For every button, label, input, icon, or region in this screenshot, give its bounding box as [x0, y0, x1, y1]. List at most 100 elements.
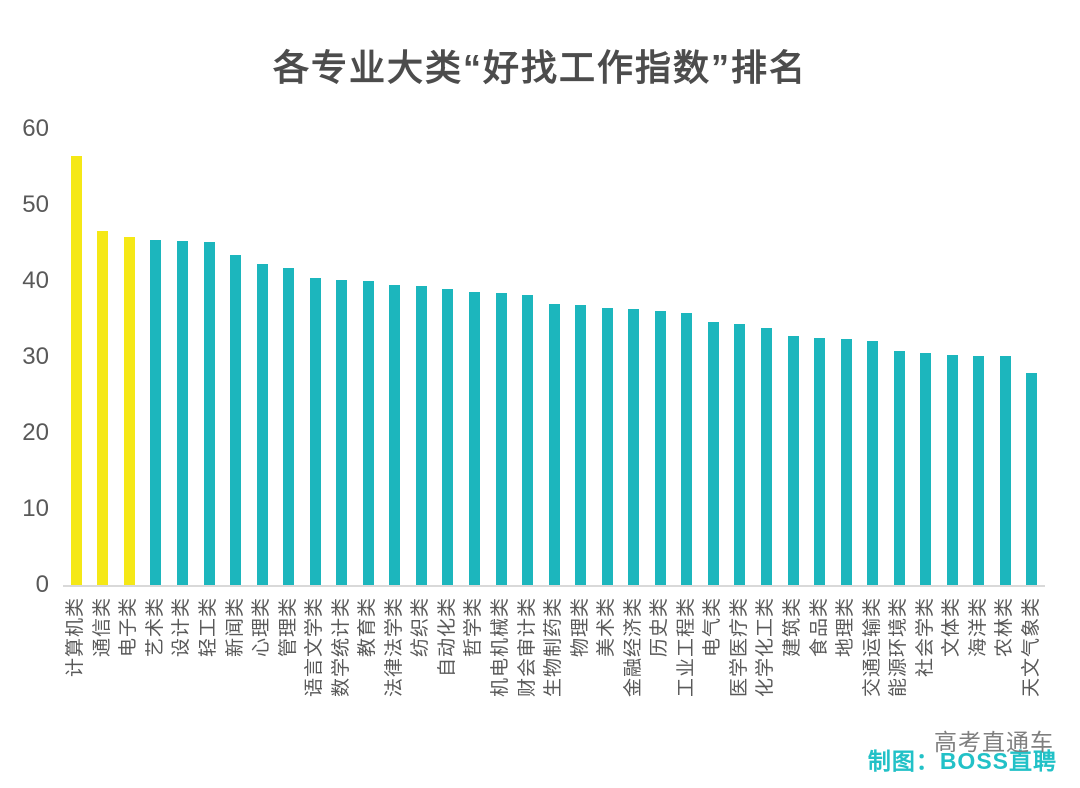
x-label-cell: 设计类	[169, 597, 196, 732]
bar-column	[886, 129, 913, 585]
x-label-cell: 自动化类	[435, 597, 462, 732]
bar-column	[859, 129, 886, 585]
x-axis-label: 教育类	[357, 597, 379, 658]
y-axis-tick-label: 50	[22, 191, 49, 218]
bar	[999, 356, 1011, 585]
x-label-cell: 电子类	[116, 597, 143, 732]
bar	[814, 338, 826, 585]
bar	[336, 280, 348, 585]
x-label-cell: 轻工类	[196, 597, 223, 732]
x-axis-label: 交通运输类	[861, 597, 883, 698]
bar-column	[939, 129, 966, 585]
bar	[203, 242, 215, 585]
x-axis-label: 设计类	[171, 597, 193, 658]
y-axis-tick-label: 60	[22, 115, 49, 142]
x-label-cell: 通信类	[90, 597, 117, 732]
bar-column	[992, 129, 1019, 585]
bar	[283, 268, 295, 585]
bar-column	[249, 129, 276, 585]
x-axis-label: 历史类	[649, 597, 671, 658]
bar-column	[674, 129, 701, 585]
x-label-cell: 物理类	[567, 597, 594, 732]
y-axis-tick-label: 0	[35, 571, 49, 598]
x-axis-label: 能源环境类	[888, 597, 910, 698]
x-label-cell: 法律法学类	[382, 597, 409, 732]
bar-column	[620, 129, 647, 585]
bar-column	[355, 129, 382, 585]
x-label-cell: 工业工程类	[674, 597, 701, 732]
x-label-cell: 地理类	[833, 597, 860, 732]
bar	[867, 341, 879, 585]
bar	[176, 240, 188, 585]
bar-column	[435, 129, 462, 585]
x-axis-label: 社会学类	[914, 597, 936, 678]
bar-column	[116, 129, 143, 585]
bar	[97, 230, 109, 585]
x-axis-label: 医学医疗类	[728, 597, 750, 698]
bar	[681, 312, 693, 585]
bar	[575, 305, 587, 585]
bar-column	[488, 129, 515, 585]
x-label-cell: 纺织类	[408, 597, 435, 732]
bar-column	[567, 129, 594, 585]
bar	[840, 338, 852, 585]
bar-column	[727, 129, 754, 585]
x-label-cell: 文体类	[939, 597, 966, 732]
bar	[548, 303, 560, 585]
y-axis-tick-label: 10	[22, 495, 49, 522]
bar-column	[833, 129, 860, 585]
x-label-cell: 能源环境类	[886, 597, 913, 732]
chart-title: 各专业大类“好找工作指数”排名	[272, 47, 807, 88]
watermark-text: 高考直通车	[934, 729, 1054, 755]
bar-column	[753, 129, 780, 585]
bar-column	[222, 129, 249, 585]
bar-column	[461, 129, 488, 585]
x-label-cell: 天文气象类	[1019, 597, 1046, 732]
x-label-cell: 农林类	[992, 597, 1019, 732]
bar	[522, 294, 534, 585]
bar-column	[302, 129, 329, 585]
x-axis-label: 管理类	[277, 597, 299, 658]
bar	[150, 240, 162, 585]
x-label-cell: 管理类	[275, 597, 302, 732]
x-axis-label: 哲学类	[463, 597, 485, 658]
x-label-cell: 历史类	[647, 597, 674, 732]
x-axis-label: 数学统计类	[330, 597, 352, 698]
bar-column	[408, 129, 435, 585]
x-axis-label: 心理类	[251, 597, 273, 658]
bar	[123, 236, 135, 585]
x-axis-label: 文体类	[941, 597, 963, 658]
bar	[70, 156, 82, 585]
x-axis-labels: 计算机类 通信类 电子类 艺术类 设计类 轻工类 新闻类 心理类 管理类 语言文学类 数学统计类 教育…	[63, 597, 1045, 732]
x-axis-label: 地理类	[835, 597, 857, 658]
x-axis-label: 化学化工类	[755, 597, 777, 698]
bar	[946, 354, 958, 585]
y-axis-tick-label: 20	[22, 419, 49, 446]
x-axis-label: 新闻类	[224, 597, 246, 658]
x-label-cell: 计算机类	[63, 597, 90, 732]
x-label-cell: 交通运输类	[859, 597, 886, 732]
bar	[973, 356, 985, 585]
bar-column	[1019, 129, 1046, 585]
bar	[707, 322, 719, 585]
bar-column	[780, 129, 807, 585]
x-label-cell: 数学统计类	[328, 597, 355, 732]
bar-column	[90, 129, 117, 585]
credit-text: 制图：BOSS直聘	[867, 748, 1057, 774]
x-label-cell: 金融经济类	[620, 597, 647, 732]
bar-column	[143, 129, 170, 585]
x-label-cell: 哲学类	[461, 597, 488, 732]
x-axis-label: 机电机械类	[490, 597, 512, 698]
x-label-cell: 美术类	[594, 597, 621, 732]
x-label-cell: 医学医疗类	[727, 597, 754, 732]
x-label-cell: 生物制药类	[541, 597, 568, 732]
x-axis-label: 生物制药类	[543, 597, 565, 698]
bar-column	[806, 129, 833, 585]
x-label-cell: 建筑类	[780, 597, 807, 732]
x-label-cell: 机电机械类	[488, 597, 515, 732]
x-axis-label: 物理类	[569, 597, 591, 658]
bar	[230, 255, 242, 585]
bar-column	[594, 129, 621, 585]
bar	[256, 264, 268, 585]
